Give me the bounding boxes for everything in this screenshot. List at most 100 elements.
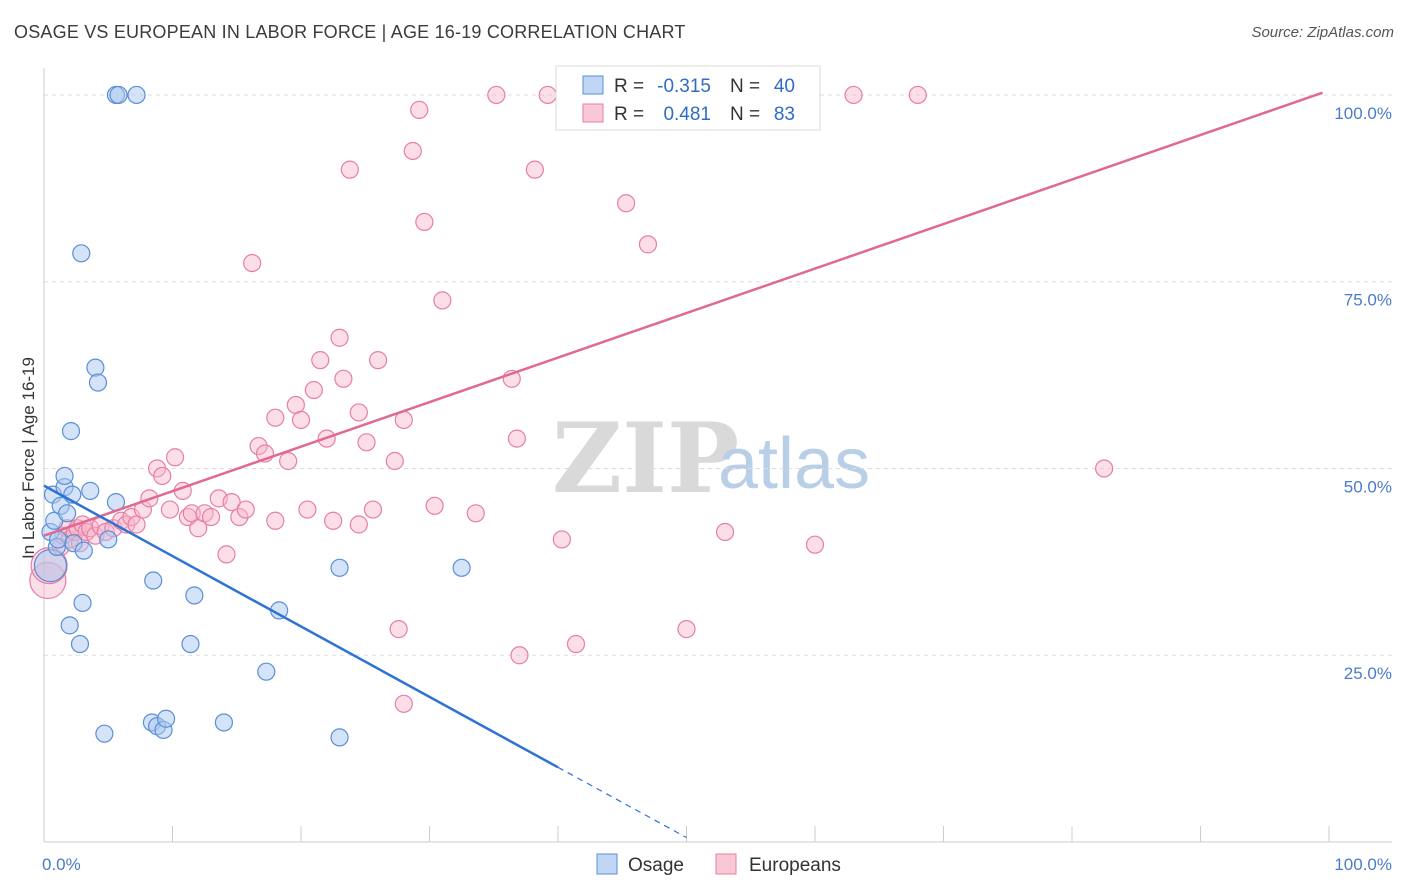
europeans-point	[566, 634, 586, 654]
osage-point	[330, 558, 349, 577]
osage-point	[144, 571, 163, 590]
bottom-legend-swatch-osage	[596, 853, 618, 875]
y-tick-label-75: 75.0%	[1344, 291, 1392, 310]
x-tick-label-max: 100.0%	[1334, 855, 1392, 874]
bottom-legend: Osage Europeans	[596, 853, 841, 876]
osage-trend-line-extension	[557, 766, 687, 839]
osage-point	[72, 244, 91, 263]
osage-point	[181, 634, 200, 654]
europeans-point	[466, 504, 485, 523]
europeans-point	[160, 500, 180, 519]
osage-point	[214, 713, 233, 732]
osage-point	[156, 709, 176, 728]
europeans-point	[349, 403, 368, 422]
osage-point	[88, 373, 108, 392]
tick-labels: 25.0% 50.0% 75.0% 100.0% 0.0% 100.0%	[42, 104, 1392, 874]
legend-n-label-osage: N =	[730, 76, 760, 97]
osage-point	[127, 85, 146, 105]
europeans-point	[249, 436, 268, 456]
osage-point	[70, 634, 90, 654]
europeans-point	[217, 545, 236, 564]
osage-point	[86, 358, 105, 377]
europeans-point	[153, 466, 172, 486]
europeans-point	[507, 429, 526, 448]
europeans-point	[425, 496, 444, 515]
legend-r-value-europeans: 0.481	[663, 104, 711, 125]
europeans-point	[340, 160, 359, 179]
europeans-point	[638, 235, 658, 254]
europeans-point	[266, 511, 285, 530]
europeans-point	[334, 369, 353, 388]
europeans-point	[236, 500, 255, 519]
europeans-point	[222, 492, 241, 512]
osage-point	[109, 85, 128, 105]
europeans-point	[415, 212, 434, 232]
europeans-point	[369, 351, 388, 370]
europeans-point	[552, 530, 571, 549]
europeans-point	[908, 85, 927, 105]
europeans-point	[243, 253, 262, 273]
series-europeans	[29, 85, 1114, 713]
europeans-point	[298, 500, 317, 519]
osage-point	[95, 724, 114, 743]
osage-point	[330, 728, 349, 747]
osage-point	[99, 530, 118, 549]
europeans-point	[363, 500, 383, 519]
bottom-legend-europeans: Europeans	[749, 855, 841, 876]
osage-point	[452, 558, 471, 577]
europeans-point	[304, 380, 323, 400]
osage-point	[58, 504, 77, 523]
trend-lines	[43, 91, 1323, 839]
europeans-point	[617, 194, 636, 213]
europeans-point	[510, 646, 529, 665]
axes	[43, 68, 1392, 843]
europeans-point	[805, 535, 825, 554]
y-axis-label: In Labor Force | Age 16-19	[19, 357, 38, 559]
europeans-point	[525, 160, 544, 179]
x-tick-label-min: 0.0%	[42, 855, 81, 874]
legend-n-value-europeans: 83	[774, 104, 795, 125]
europeans-point	[1095, 459, 1114, 478]
legend-n-label-europeans: N =	[730, 104, 760, 125]
europeans-point	[677, 619, 696, 639]
bottom-legend-osage: Osage	[628, 855, 684, 876]
europeans-point	[330, 328, 349, 347]
europeans-point	[403, 141, 422, 161]
y-tick-label-25: 25.0%	[1344, 664, 1392, 683]
bottom-legend-swatch-europeans	[715, 853, 737, 875]
europeans-point	[385, 451, 404, 471]
europeans-point	[538, 85, 557, 105]
osage-point	[257, 662, 276, 681]
europeans-point	[165, 448, 185, 467]
top-legend: R = -0.315 N = 40 R = 0.481 N = 83	[555, 65, 821, 131]
osage-point	[74, 541, 93, 560]
chart-title: OSAGE VS EUROPEAN IN LABOR FORCE | AGE 1…	[14, 22, 686, 42]
osage-point	[81, 481, 100, 500]
europeans-point	[394, 694, 413, 713]
europeans-point	[201, 507, 221, 527]
osage-point	[61, 422, 81, 441]
europeans-point	[487, 85, 506, 105]
watermark-zip: ZIP	[552, 402, 739, 515]
europeans-point	[357, 433, 376, 452]
osage-point	[55, 466, 74, 486]
series-osage	[33, 85, 471, 747]
legend-swatch-europeans	[582, 103, 604, 123]
europeans-point	[844, 85, 863, 105]
osage-point	[60, 616, 79, 635]
osage-trend-line	[43, 484, 559, 769]
europeans-point	[291, 410, 311, 430]
watermark-atlas: atlas	[718, 424, 870, 504]
y-tick-label-100: 100.0%	[1334, 104, 1392, 123]
y-tick-label-50: 50.0%	[1344, 477, 1392, 496]
legend-r-label-osage: R =	[614, 76, 644, 97]
europeans-point	[349, 515, 368, 534]
legend-r-value-osage: -0.315	[657, 76, 711, 97]
legend-n-value-osage: 40	[774, 76, 795, 97]
osage-point	[73, 593, 92, 613]
europeans-point	[311, 351, 330, 370]
osage-point	[185, 586, 204, 605]
legend-swatch-osage	[582, 75, 604, 95]
europeans-point	[389, 619, 408, 639]
